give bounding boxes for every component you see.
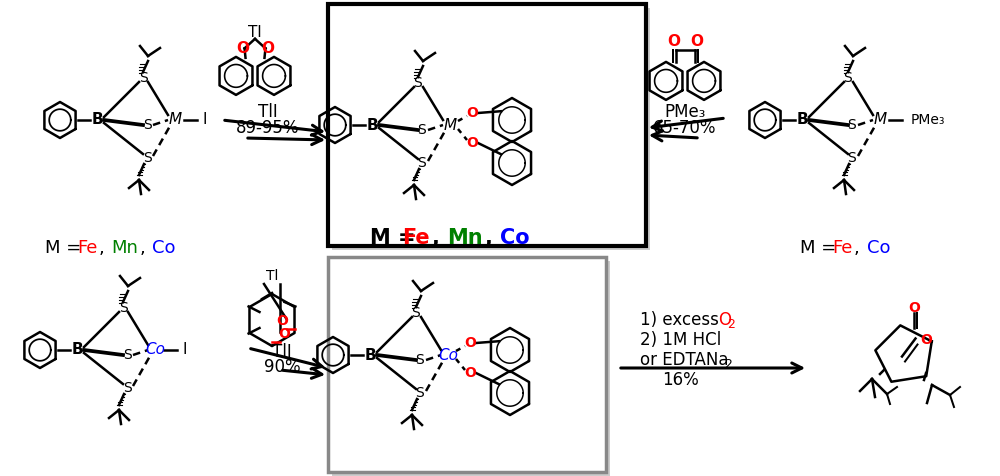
Text: B: B [91,112,103,128]
Text: S: S [414,76,422,90]
Bar [332,8,650,250]
Text: S: S [848,151,856,165]
Text: Co: Co [152,239,176,257]
Text: B: B [71,343,83,357]
Text: ,: , [485,228,500,248]
Text: or EDTANa: or EDTANa [640,351,728,369]
Text: S: S [418,156,426,170]
Text: S: S [848,118,856,132]
Text: Fe: Fe [402,228,430,248]
Text: S: S [412,306,420,320]
Text: B: B [366,118,378,132]
Text: M: M [443,118,457,132]
Text: O: O [236,41,249,56]
Text: ,: , [140,239,151,257]
Text: S: S [416,353,424,367]
Text: M =: M = [800,239,842,257]
Text: ,: , [854,239,866,257]
Text: S: S [844,71,852,85]
Text: Co: Co [867,239,890,257]
Text: Tl: Tl [248,25,262,40]
Text: 16%: 16% [662,371,698,389]
Text: Co: Co [438,347,458,363]
Text: O: O [920,333,932,347]
Text: S: S [123,348,131,362]
Text: 2: 2 [727,317,735,330]
Text: M: M [168,112,182,128]
Text: O: O [464,366,476,380]
Text: O: O [261,41,274,56]
Text: O: O [466,136,478,150]
Bar [328,4,646,246]
Text: TlI: TlI [272,343,292,361]
Text: ,: , [432,228,447,248]
Text: O: O [667,34,680,49]
Text: 2) 1M HCl: 2) 1M HCl [640,331,721,349]
Text: I: I [183,343,187,357]
Text: O: O [908,301,920,316]
Text: S: S [123,381,131,395]
Text: ,: , [99,239,111,257]
Text: O: O [718,311,731,329]
Text: S: S [143,118,151,132]
Bar [332,261,610,476]
Text: O: O [464,336,476,350]
Text: O: O [466,106,478,120]
Text: S: S [119,301,127,315]
Text: M =: M = [45,239,87,257]
Text: Mn: Mn [447,228,483,248]
Text: 65-70%: 65-70% [653,119,717,137]
Text: 89-95%: 89-95% [236,119,300,137]
Text: Fe: Fe [832,239,852,257]
Text: Co: Co [500,228,530,248]
Text: 90%: 90% [264,358,300,376]
Text: O: O [278,327,290,341]
Text: 2: 2 [724,357,732,370]
Text: Co: Co [145,343,165,357]
Text: PMe₃: PMe₃ [664,103,706,121]
Text: Tl: Tl [266,269,278,283]
Text: TlI: TlI [258,103,278,121]
Text: B: B [796,112,808,128]
Text: PMe₃: PMe₃ [911,113,945,127]
Text: B: B [364,347,376,363]
Text: M: M [873,112,887,128]
Text: S: S [139,71,147,85]
Text: S: S [416,386,424,400]
Text: Fe: Fe [77,239,97,257]
Text: I: I [203,112,207,128]
Text: S: S [143,151,151,165]
Text: 1) excess: 1) excess [640,311,724,329]
Text: M =: M = [370,228,423,248]
Text: O: O [690,34,703,49]
Text: O: O [277,314,288,328]
Text: S: S [418,123,426,137]
Bar [328,257,606,472]
Text: Mn: Mn [112,239,139,257]
